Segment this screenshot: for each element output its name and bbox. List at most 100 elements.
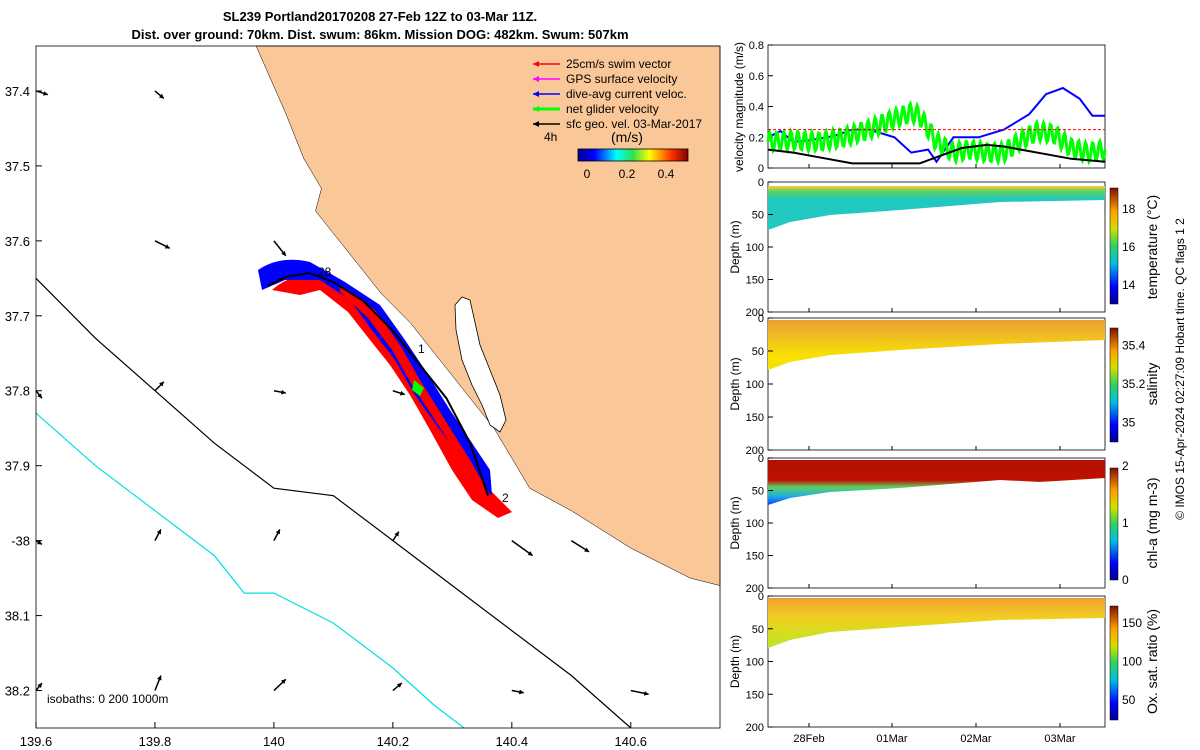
depth-tick-label: 200 xyxy=(746,722,764,734)
depth-axis-label: Depth (m) xyxy=(728,496,742,549)
map-y-tick-label: 38.1 xyxy=(5,609,30,624)
geo-velocity-arrow xyxy=(570,540,590,553)
geo-velocity-arrow xyxy=(35,390,43,399)
speed-colorbar xyxy=(577,148,689,162)
velocity-y-tick-label: 0.8 xyxy=(749,40,764,52)
map-x-axis: 139.6 139.8 140 140.2 140.4 140.6 xyxy=(20,722,647,749)
depth-tick-label: 150 xyxy=(746,551,764,563)
track-label-2: 2 xyxy=(502,491,509,505)
date-tick-label: 02Mar xyxy=(960,733,992,745)
depth-tick-label: 100 xyxy=(746,379,764,391)
depth-axis-label: Depth (m) xyxy=(728,635,742,688)
map-y-axis: 37.4 37.5 37.6 37.7 37.8 37.9 -38 38.1 38.2 xyxy=(5,84,42,699)
geo-velocity-arrow xyxy=(35,540,43,546)
colorbar-label: salinity xyxy=(1144,363,1160,406)
chart-subtitle: Dist. over ground: 70km. Dist. swum: 86k… xyxy=(131,27,629,42)
map-y-tick-label: 37.8 xyxy=(5,384,30,399)
isobath-1000m xyxy=(35,412,465,729)
map-y-tick-label: 37.5 xyxy=(5,159,30,174)
swim-vector-fan xyxy=(272,276,512,518)
map-y-tick-label: 38.2 xyxy=(5,684,30,699)
geo-velocity-arrow xyxy=(154,240,171,250)
chla-section xyxy=(768,460,1105,505)
geo-velocity-arrow xyxy=(392,531,400,542)
lake xyxy=(454,296,507,433)
geo-velocity-arrow xyxy=(511,540,534,557)
geo-velocity-arrow xyxy=(392,682,403,692)
temperature-panel xyxy=(767,181,1119,313)
date-tick-label: 01Mar xyxy=(876,733,908,745)
depth-tick-label: 0 xyxy=(758,453,764,465)
velocity-panel: 0 0.2 0.4 0.6 0.8 velocity magnitude (m/s) xyxy=(732,40,1107,175)
depth-tick-label: 0 xyxy=(758,177,764,189)
geo-velocity-arrow xyxy=(511,689,524,695)
legend-label: net glider velocity xyxy=(566,102,659,116)
geo-velocity-arrow xyxy=(154,675,162,691)
colorbar-tick-label: 0 xyxy=(1122,573,1129,587)
colorbar-tick-label: 2 xyxy=(1122,459,1129,473)
geo-velocity-arrow xyxy=(273,529,281,541)
glider-track xyxy=(267,272,489,497)
date-tick-label: 28Feb xyxy=(793,733,824,745)
legend-entry: net glider velocity xyxy=(533,102,659,116)
land-mass xyxy=(255,45,721,586)
geo-velocity-arrow xyxy=(630,689,649,696)
colorbar-unit: (m/s) xyxy=(611,129,643,145)
map-x-tick-label: 140.2 xyxy=(377,734,410,749)
colorbar-tick-label: 35 xyxy=(1122,416,1136,430)
footer-credit: © IMOS 15-Apr-2024 02:27:09 Hobart time.… xyxy=(1173,218,1187,520)
depth-tick-label: 200 xyxy=(746,445,764,457)
colorbar-tick: 0.4 xyxy=(658,167,675,181)
colorbar-tick-label: 100 xyxy=(1122,655,1142,669)
map-x-tick-label: 139.8 xyxy=(139,734,172,749)
depth-tick-label: 50 xyxy=(752,346,764,358)
colorbar-tick-label: 150 xyxy=(1122,616,1142,630)
track-label-28: 28 xyxy=(318,265,332,279)
map-x-tick-label: 139.6 xyxy=(20,734,53,749)
velocity-y-axis: 0 0.2 0.4 0.6 0.8 xyxy=(749,40,773,175)
depth-axis-label: Depth (m) xyxy=(728,357,742,410)
legend-entry: 25cm/s swim vector xyxy=(533,57,671,71)
depth-tick-label: 150 xyxy=(746,412,764,424)
geo-velocity-arrow xyxy=(154,529,162,541)
geo-velocity-arrow xyxy=(35,682,43,691)
depth-tick-label: 150 xyxy=(746,275,764,287)
colorbar-tick-label: 50 xyxy=(1122,693,1136,707)
colorbar-tick-label: 16 xyxy=(1122,240,1136,254)
geo-velocity-arrow xyxy=(154,90,165,100)
map-y-tick-label: -38 xyxy=(11,534,30,549)
chla-panel xyxy=(767,457,1119,589)
colorbar-note: 4h xyxy=(544,130,557,144)
geo-velocity-arrow xyxy=(273,389,286,395)
velocity-series-net-glider xyxy=(766,99,1107,167)
isobath-legend: isobaths: 0 200 1000m xyxy=(47,692,168,706)
depth-tick-label: 200 xyxy=(746,307,764,319)
geo-velocity-arrow xyxy=(392,390,405,396)
isobath-200m xyxy=(35,277,632,729)
velocity-y-tick-label: 0.4 xyxy=(749,102,764,114)
velocity-series-sfc-geo xyxy=(767,143,1106,165)
map-y-tick-label: 37.9 xyxy=(5,459,30,474)
colorbar-label: chl-a (mg m-3) xyxy=(1144,477,1160,568)
net-velocity-patch xyxy=(412,380,424,396)
legend-label: dive-avg current veloc. xyxy=(566,87,687,101)
geo-velocity-arrow xyxy=(35,90,49,96)
depth-tick-label: 100 xyxy=(746,518,764,530)
colorbar-tick-label: 35.4 xyxy=(1122,338,1146,352)
oxygen-colorbar xyxy=(1109,605,1119,721)
velocity-ylabel: velocity magnitude (m/s) xyxy=(732,42,746,172)
depth-tick-label: 0 xyxy=(758,591,764,603)
velocity-y-tick-label: 0.2 xyxy=(749,132,764,144)
velocity-y-tick-label: 0 xyxy=(758,163,764,175)
map-y-tick-label: 37.7 xyxy=(5,309,30,324)
depth-tick-label: 50 xyxy=(752,210,764,222)
map-frame xyxy=(35,45,721,729)
temperature-colorbar xyxy=(1109,187,1119,305)
geo-velocity-arrow xyxy=(273,678,287,692)
legend-entry: GPS surface velocity xyxy=(533,72,677,86)
temperature-section xyxy=(768,186,1105,230)
depth-axis-label: Depth (m) xyxy=(728,220,742,273)
chart-title: SL239 Portland20170208 27-Feb 12Z to 03-… xyxy=(222,9,538,24)
velocity-series xyxy=(766,86,1107,167)
colorbar-label: temperature (°C) xyxy=(1144,195,1160,299)
